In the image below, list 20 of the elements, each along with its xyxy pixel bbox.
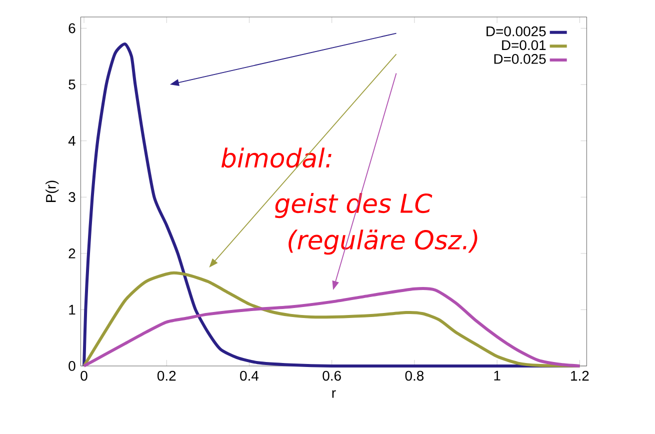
y-tick-label: 6 xyxy=(68,23,76,34)
x-tick-label: 0.8 xyxy=(405,370,424,381)
y-tick-label: 3 xyxy=(68,192,76,202)
x-tick-label: 1 xyxy=(494,370,500,380)
y-tick-label: 1 xyxy=(69,304,76,314)
legend-label: D=0.0025 xyxy=(486,26,546,36)
x-tick-label: 0.2 xyxy=(157,370,176,381)
y-tick-label: 2 xyxy=(68,248,76,258)
y-axis-title: P(r) xyxy=(46,180,59,202)
y-tick-label: 4 xyxy=(68,136,76,146)
line-series xyxy=(82,287,582,368)
x-axis-title: r xyxy=(332,390,336,398)
x-tick-label: 0.4 xyxy=(240,370,259,381)
legend-label: D=0.01 xyxy=(502,40,546,50)
y-tick-label: 0 xyxy=(68,361,76,371)
x-tick-label: 0.6 xyxy=(322,370,341,381)
x-tick-label: 0 xyxy=(80,370,88,381)
y-tick-label: 5 xyxy=(68,80,76,90)
legend-label: D=0.025 xyxy=(494,54,546,64)
x-tick-label: 1.2 xyxy=(571,370,589,381)
